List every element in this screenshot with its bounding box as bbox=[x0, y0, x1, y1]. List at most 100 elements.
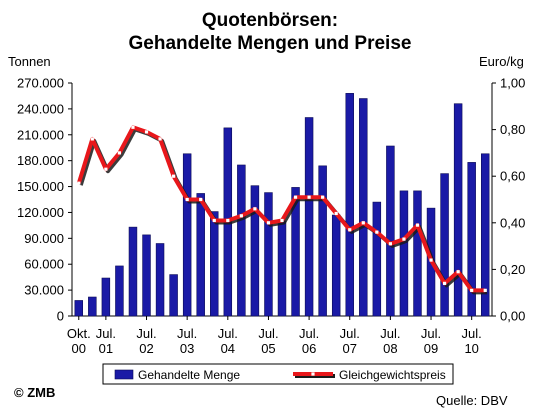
chart-subtitle: Gehandelte Mengen und Preise bbox=[128, 33, 412, 54]
bar bbox=[372, 201, 382, 317]
price-point bbox=[199, 197, 203, 202]
price-point bbox=[470, 288, 474, 292]
bar bbox=[237, 164, 246, 317]
legend-label: Gleichgewichtspreis bbox=[339, 368, 446, 382]
bar bbox=[155, 243, 165, 317]
legend-line-marker bbox=[311, 372, 315, 376]
x-tick-label: 01 bbox=[99, 341, 113, 356]
x-tick-label: Jul. bbox=[177, 326, 197, 341]
bar bbox=[291, 187, 300, 317]
price-point bbox=[158, 137, 162, 141]
source-text: Quelle: DBV bbox=[436, 393, 508, 408]
left-tick-label: 30.000 bbox=[24, 283, 64, 298]
x-tick-label: 09 bbox=[424, 341, 438, 356]
price-point bbox=[253, 207, 257, 211]
price-point bbox=[185, 197, 189, 202]
bar bbox=[318, 165, 327, 317]
left-tick-label: 180.000 bbox=[17, 153, 64, 168]
x-tick-label: 08 bbox=[383, 341, 397, 356]
price-point bbox=[293, 195, 298, 199]
x-tick-label: Okt. bbox=[67, 326, 91, 341]
left-tick-label: 240.000 bbox=[17, 101, 64, 116]
price-point bbox=[483, 288, 487, 292]
price-point bbox=[131, 125, 135, 129]
price-point bbox=[77, 181, 81, 185]
bar bbox=[304, 117, 314, 317]
x-tick-label: Jul. bbox=[462, 326, 482, 341]
bar bbox=[386, 145, 395, 317]
bar bbox=[142, 234, 151, 317]
price-point bbox=[348, 228, 352, 232]
bar bbox=[440, 173, 449, 317]
left-tick-label: 90.000 bbox=[24, 231, 64, 246]
x-tick-label: 00 bbox=[72, 341, 86, 356]
price-point bbox=[388, 242, 392, 246]
right-tick-label: 0,60 bbox=[500, 169, 525, 184]
x-tick-label: Jul. bbox=[340, 326, 360, 341]
bar bbox=[88, 296, 97, 317]
price-point bbox=[90, 137, 94, 141]
x-tick-label: 03 bbox=[180, 341, 194, 356]
x-tick-label: Jul. bbox=[96, 326, 116, 341]
x-tick-label: Jul. bbox=[299, 326, 319, 341]
left-tick-label: 120.000 bbox=[17, 205, 64, 220]
bar bbox=[345, 93, 354, 317]
bar bbox=[210, 211, 219, 317]
left-tick-label: 210.000 bbox=[17, 127, 64, 142]
x-tick-label: Jul. bbox=[218, 326, 238, 341]
price-point bbox=[226, 218, 230, 223]
bar bbox=[196, 193, 205, 317]
x-tick-label: 10 bbox=[464, 341, 478, 356]
price-point bbox=[456, 270, 460, 274]
bar bbox=[250, 185, 260, 317]
price-point bbox=[429, 258, 433, 262]
bar bbox=[413, 190, 422, 317]
right-tick-label: 0,40 bbox=[500, 215, 525, 230]
price-point bbox=[361, 221, 365, 225]
right-tick-label: 1,00 bbox=[500, 76, 525, 91]
price-point bbox=[402, 237, 406, 241]
price-point bbox=[266, 221, 271, 225]
price-point bbox=[375, 230, 379, 234]
legend-bar-swatch bbox=[114, 369, 134, 380]
price-point bbox=[415, 223, 420, 227]
x-tick-label: 02 bbox=[139, 341, 153, 356]
legend-box bbox=[102, 363, 454, 385]
x-tick-label: 06 bbox=[302, 341, 316, 356]
price-point bbox=[280, 218, 284, 223]
right-axis-unit: Euro/kg bbox=[479, 54, 524, 69]
price-point bbox=[442, 281, 447, 285]
legend-label: Gehandelte Menge bbox=[138, 368, 240, 382]
price-point bbox=[334, 211, 338, 216]
copyright-text: © ZMB bbox=[14, 385, 56, 400]
bar bbox=[101, 277, 111, 317]
bar bbox=[331, 214, 341, 317]
bar bbox=[169, 274, 178, 317]
price-point bbox=[117, 151, 122, 155]
price-point bbox=[321, 195, 325, 199]
bar bbox=[453, 103, 463, 317]
left-tick-label: 0 bbox=[57, 309, 64, 324]
x-tick-label: Jul. bbox=[380, 326, 400, 341]
left-tick-label: 270.000 bbox=[17, 76, 64, 91]
x-tick-label: Jul. bbox=[421, 326, 441, 341]
bar bbox=[359, 98, 368, 317]
bar bbox=[128, 226, 138, 317]
price-point bbox=[144, 130, 149, 134]
bar bbox=[264, 192, 273, 317]
chart-title: Quotenbörsen: bbox=[201, 10, 339, 31]
bar bbox=[74, 300, 84, 317]
bar bbox=[399, 190, 409, 317]
left-tick-label: 150.000 bbox=[17, 179, 64, 194]
left-tick-label: 60.000 bbox=[24, 257, 64, 272]
price-point bbox=[239, 214, 243, 218]
bar bbox=[480, 153, 490, 317]
price-point bbox=[212, 218, 216, 223]
right-tick-label: 0,00 bbox=[500, 309, 525, 324]
x-tick-label: Jul. bbox=[136, 326, 156, 341]
x-tick-label: Jul. bbox=[258, 326, 278, 341]
price-point bbox=[307, 195, 311, 199]
x-tick-label: 04 bbox=[221, 341, 235, 356]
x-tick-label: 05 bbox=[261, 341, 275, 356]
